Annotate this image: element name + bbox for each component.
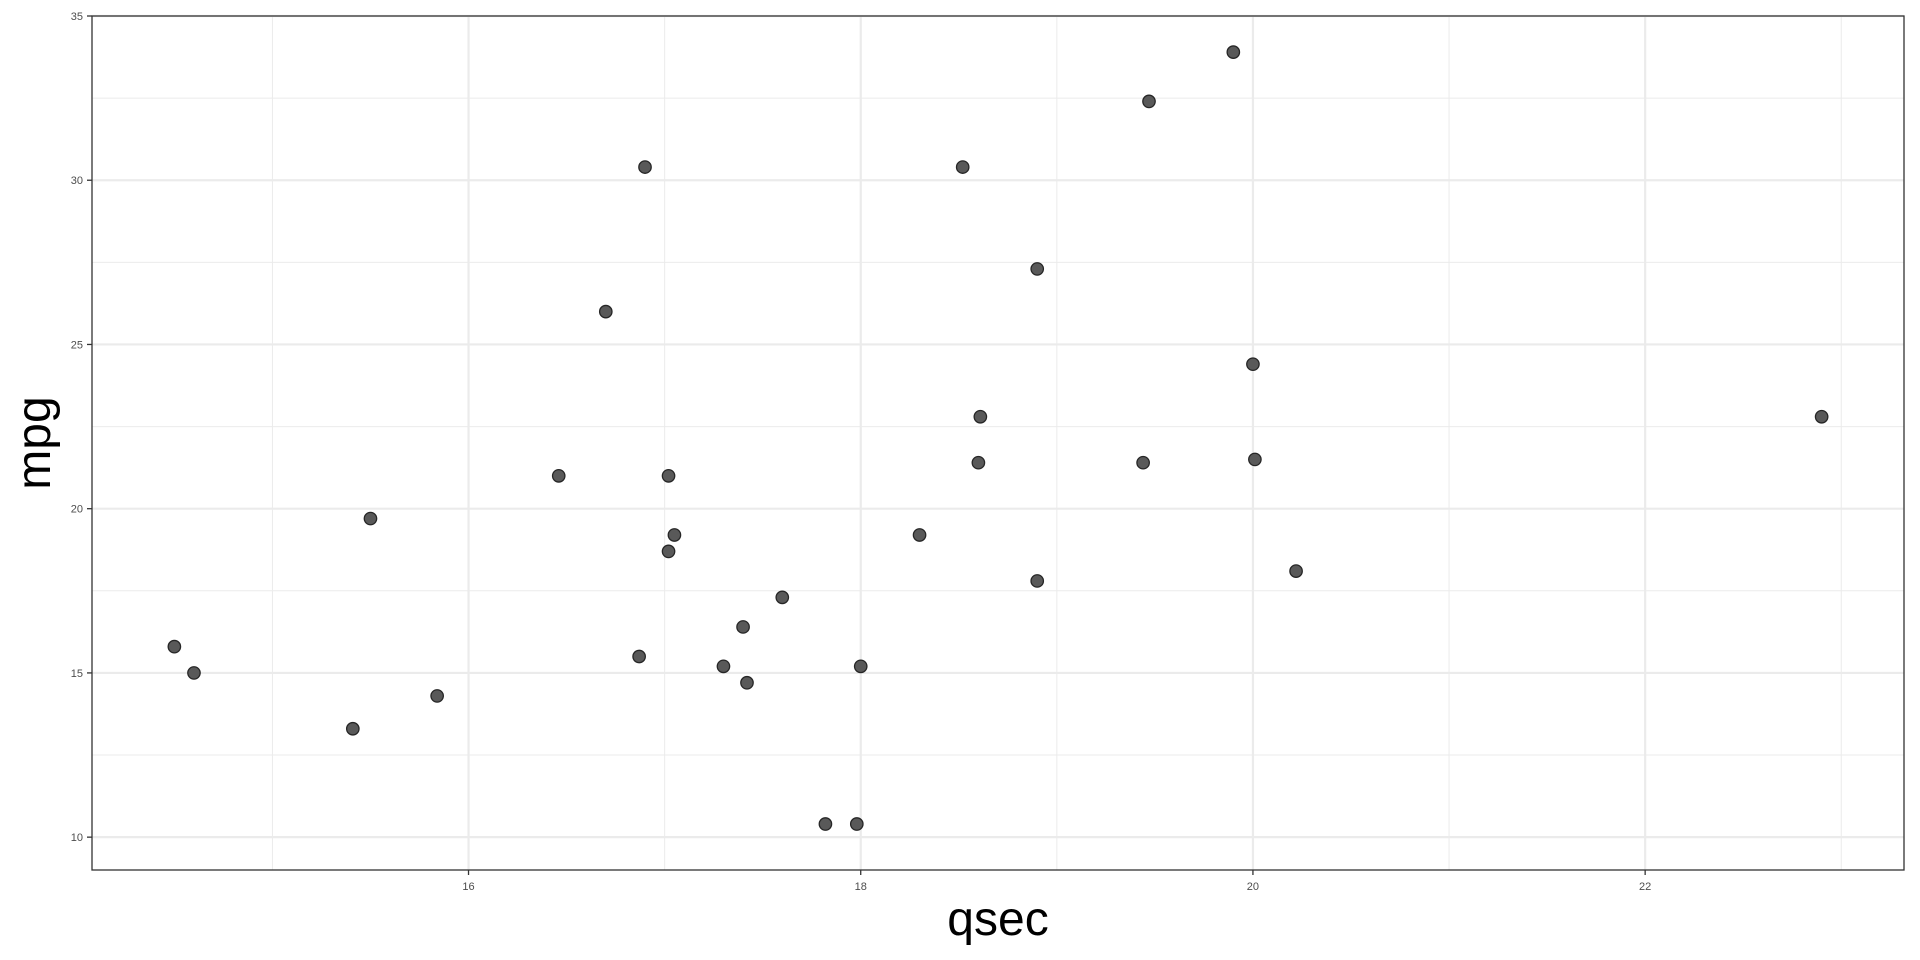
data-point <box>736 620 750 634</box>
y-tick-label: 25 <box>71 339 83 351</box>
y-tick-label: 15 <box>71 668 83 680</box>
data-point <box>775 590 790 605</box>
data-point <box>971 455 986 470</box>
data-point <box>187 666 201 680</box>
x-tick-label: 22 <box>1639 881 1651 893</box>
y-tick-label: 20 <box>71 504 83 516</box>
data-point <box>632 649 646 664</box>
plot-panel-border <box>91 15 1905 871</box>
data-point <box>667 528 682 542</box>
y-axis-title: mpg <box>8 396 61 489</box>
data-point <box>363 511 378 526</box>
y-tick-label: 35 <box>71 11 83 23</box>
data-point <box>1142 94 1156 109</box>
data-point <box>661 544 676 559</box>
y-tick-label: 30 <box>71 175 83 187</box>
data-point <box>973 409 988 424</box>
x-tick-label: 20 <box>1247 881 1259 893</box>
data-point <box>1136 455 1150 470</box>
data-point <box>1289 564 1303 578</box>
x-tick-label: 18 <box>855 881 867 893</box>
x-axis: 16 18 20 22 <box>462 870 1651 893</box>
data-points <box>167 45 1829 831</box>
data-point <box>853 659 868 674</box>
x-axis-title: qsec <box>947 893 1048 946</box>
data-point <box>167 639 182 654</box>
x-tick-label: 16 <box>462 881 474 893</box>
data-point <box>818 817 833 831</box>
plot-panel-background <box>92 16 1904 870</box>
data-point <box>598 304 613 319</box>
data-point <box>716 659 731 674</box>
data-point <box>740 675 754 690</box>
data-point <box>430 689 444 703</box>
data-point <box>849 817 864 831</box>
data-point <box>661 468 676 483</box>
data-point <box>912 528 927 542</box>
y-tick-label: 10 <box>71 832 83 844</box>
data-point <box>345 721 360 736</box>
major-gridlines <box>92 14 1904 870</box>
data-point <box>1246 357 1260 372</box>
data-point <box>1030 262 1045 276</box>
data-point <box>1030 574 1045 588</box>
data-point <box>1226 45 1241 59</box>
data-point <box>1248 452 1262 467</box>
minor-gridlines <box>92 16 1904 870</box>
y-axis: 10 15 20 25 30 35 <box>71 11 92 844</box>
data-point <box>551 468 566 483</box>
data-point <box>955 160 970 174</box>
data-point <box>638 160 652 174</box>
data-point <box>1814 409 1829 424</box>
